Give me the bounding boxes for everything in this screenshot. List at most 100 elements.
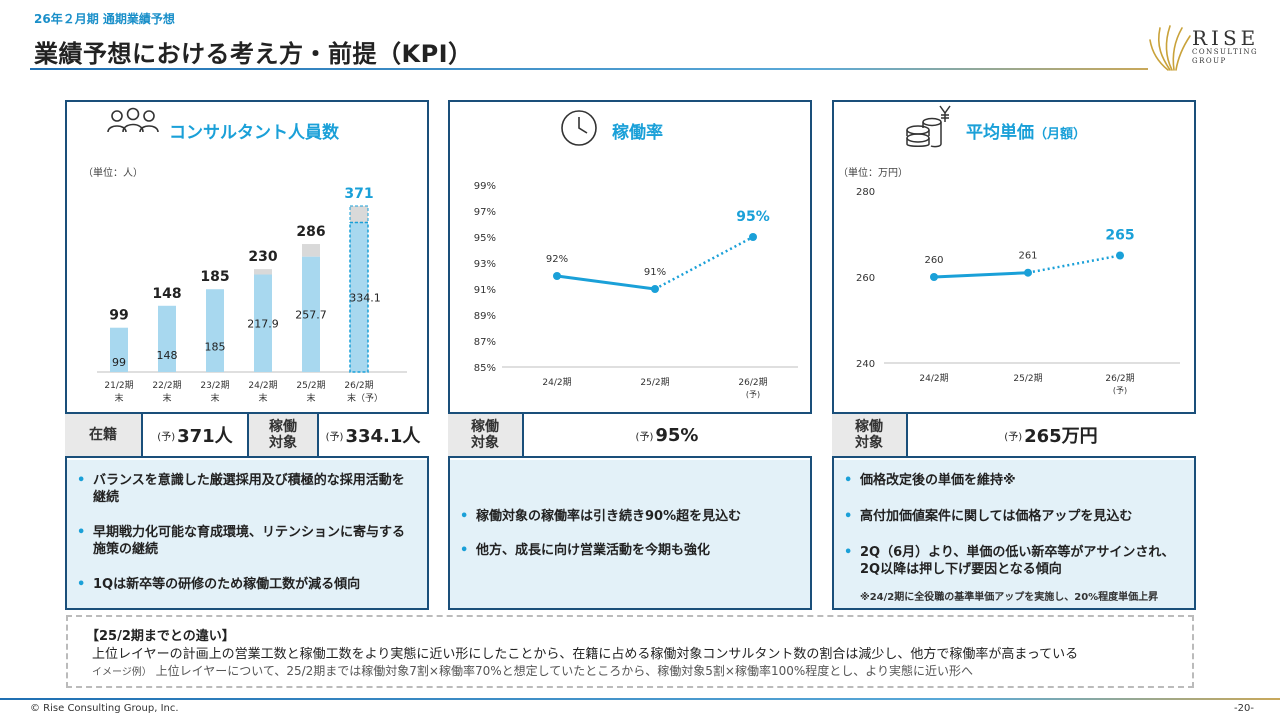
kpi-label-active-line1: 稼働 xyxy=(855,419,883,435)
icon-svg-holder xyxy=(561,110,597,146)
kpi-value-active: (予) 334.1人 xyxy=(319,414,427,456)
y-tick-label: 97% xyxy=(474,207,496,218)
data-point xyxy=(1024,268,1032,277)
x-tick-label: 末（予） xyxy=(347,392,383,404)
bullet-item: バランスを意識した厳選採用及び積極的な採用活動を継続 xyxy=(77,472,417,506)
panel-utilization: 稼働率 85% 87% 89% 91% 93% 95% 97% 99% 92% 91% 95% 24/… xyxy=(448,100,812,610)
bar-active xyxy=(206,289,224,372)
kpi-separator xyxy=(317,414,319,456)
footer-divider xyxy=(0,698,1280,700)
coins-yen-icon xyxy=(906,105,951,148)
bar-active xyxy=(302,256,320,372)
difference-line-1: 上位レイヤーの計画上の営業工数と稼働工数をより実態に近い形にしたことから、在籍に… xyxy=(92,647,1079,662)
y-tick-label: 93% xyxy=(474,259,496,270)
kpi-label-active: 稼働 対象 xyxy=(249,414,317,456)
x-tick-label: 21/2期 xyxy=(104,380,133,391)
bar-active xyxy=(349,221,369,373)
x-tick-label: 22/2期 xyxy=(152,380,181,391)
data-point xyxy=(930,273,938,281)
x-tick-label: 末 xyxy=(306,392,315,404)
icon-svg-holder xyxy=(906,105,951,148)
data-label: 265 xyxy=(1105,228,1134,244)
x-tick-label: 25/2期 xyxy=(296,380,325,391)
kpi-value-unit-price: (予) 265万円 xyxy=(908,414,1194,456)
kpi-label-active-line1: 稼働 xyxy=(269,419,297,435)
x-tick-label: 末 xyxy=(162,392,171,404)
y-tick-label: 260 xyxy=(856,273,875,284)
bar-segment-gap xyxy=(349,205,369,224)
kpi-value-enrolled: (予) 371人 xyxy=(143,414,247,456)
kpi-value-utilization: (予) 95% xyxy=(524,414,810,456)
kpi-unit-price-number: 265万円 xyxy=(1024,426,1098,447)
y-tick-label: 240 xyxy=(856,359,875,370)
y-tick-label: 95% xyxy=(474,233,496,244)
data-label: 91% xyxy=(644,267,666,278)
x-tick-label: 末 xyxy=(210,392,219,404)
bar-total-label: 148 xyxy=(152,286,181,302)
y-tick-label: 280 xyxy=(856,187,875,198)
bullets-headcount: バランスを意識した厳選採用及び積極的な採用活動を継続 早期戦力化可能な育成環境、… xyxy=(67,460,427,608)
bullet-item: 稼働対象の稼働率は引き続き90%超を見込む xyxy=(460,508,800,525)
x-tick-label: 23/2期 xyxy=(200,380,229,391)
kpi-label-active-line2: 対象 xyxy=(269,435,297,451)
series-line-segment xyxy=(1027,254,1121,274)
kpi-label-active-line2: 対象 xyxy=(471,435,499,451)
x-tick-label: 末 xyxy=(114,392,123,404)
bar-total-label: 185 xyxy=(200,269,229,285)
rise-logo-icon xyxy=(1149,25,1191,71)
data-point xyxy=(553,272,561,280)
difference-line-2-text: 上位レイヤーについて、25/2期までは稼働対象7割×稼働率70%と想定していたと… xyxy=(155,664,974,678)
headcount-bar-chart: 99 99 21/2期末 148 148 22/2期末 185 185 23/2期末 230 217… xyxy=(97,186,407,404)
series-line-segment xyxy=(654,235,754,291)
data-point xyxy=(1116,251,1124,260)
y-tick-label: 89% xyxy=(474,311,496,322)
unit-label-price: （単位：万円） xyxy=(838,168,908,179)
page-title: 業績予想における考え方・前提（KPI） xyxy=(34,40,473,68)
data-point xyxy=(749,233,757,241)
header-divider xyxy=(30,68,1148,70)
bar-total-label: 99 xyxy=(109,308,128,324)
x-tick-label: 末 xyxy=(258,392,267,404)
footnote: ※24/2期に全役職の基準単価アップを実施し、20%程度単価上昇 xyxy=(860,592,1159,603)
x-tick-label: 26/2期 xyxy=(344,380,373,391)
panel-headcount: コンサルタント人員数 （単位：人） 99 99 21/2期末 148 148 22/2期末… xyxy=(65,100,429,610)
kpi-active-number: 334.1人 xyxy=(345,426,421,447)
kpi-label-active-line1: 稼働 xyxy=(471,419,499,435)
bullets-unit-price: 価格改定後の単価を維持※ 高付加価値案件に関しては価格アップを見込む 2Q（6月… xyxy=(834,460,1194,608)
y-tick-label: 87% xyxy=(474,337,496,348)
bar-value-label: 185 xyxy=(205,341,226,354)
copyright: © Rise Consulting Group, Inc. xyxy=(30,703,179,714)
bar-value-label: 217.9 xyxy=(247,317,279,330)
panel-title-small: （月額） xyxy=(1034,127,1087,142)
logo-name: RISE xyxy=(1192,26,1260,50)
series-line-segment xyxy=(933,271,1029,279)
x-tick-label: 24/2期 xyxy=(919,373,948,384)
x-tick-label: 26/2期 xyxy=(738,377,767,388)
difference-line-2: イメージ例） 上位レイヤーについて、25/2期までは稼働対象7割×稼働率70%と… xyxy=(92,662,973,679)
bar-total-label: 230 xyxy=(248,249,277,265)
kpi-separator xyxy=(522,414,524,456)
x-tick-label: (予) xyxy=(1113,386,1127,395)
forecast-mark: (予) xyxy=(1004,431,1023,443)
panel-unit-price: 平均単価（月額） （単位：万円） 240 260 280 260 261 265 24/2期… xyxy=(832,100,1196,610)
bullet-item: 高付加価値案件に関しては価格アップを見込む xyxy=(844,508,1184,525)
data-label: 92% xyxy=(546,254,568,265)
kpi-row-utilization: 稼働 対象 (予) 95% xyxy=(448,412,812,458)
data-point xyxy=(651,285,659,293)
data-label: 260 xyxy=(924,255,943,266)
panel-title-headcount: コンサルタント人員数 xyxy=(169,123,339,143)
bullet-item: 早期戦力化可能な育成環境、リテンションに寄与する施策の継続 xyxy=(77,524,417,558)
series-line-segment xyxy=(556,274,656,291)
y-tick-label: 99% xyxy=(474,181,496,192)
clock-icon xyxy=(561,110,597,146)
bullet-item: 価格改定後の単価を維持※ xyxy=(844,472,1184,489)
panel-title-text: 平均単価 xyxy=(966,123,1034,143)
x-tick-label: 24/2期 xyxy=(542,377,571,388)
bar-total-label: 286 xyxy=(296,224,325,240)
example-tag: イメージ例） xyxy=(92,667,152,678)
bar-value-label: 257.7 xyxy=(295,308,327,321)
logo-sub1: CONSULTING xyxy=(1192,48,1259,56)
x-tick-label: (予) xyxy=(746,390,760,399)
kpi-label-active: 稼働 対象 xyxy=(832,414,906,456)
bullets-utilization: 稼働対象の稼働率は引き続き90%超を見込む 他方、成長に向け営業活動を今期も強化 xyxy=(450,460,810,608)
